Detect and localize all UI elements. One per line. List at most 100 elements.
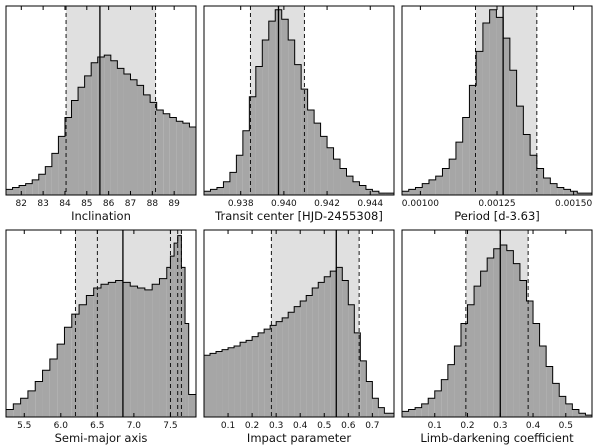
histogram-bar bbox=[123, 74, 131, 195]
histogram-bar bbox=[536, 168, 544, 195]
histogram-bar bbox=[565, 403, 573, 417]
histogram-bar bbox=[159, 278, 167, 417]
x-tick-label: 0.00150 bbox=[555, 199, 592, 209]
histogram-bar bbox=[189, 126, 196, 195]
x-tick-label: 6.5 bbox=[90, 421, 104, 431]
histogram-bar bbox=[340, 168, 347, 195]
histogram-bar bbox=[188, 394, 196, 417]
histogram-bar bbox=[181, 267, 186, 417]
histogram-bar bbox=[385, 193, 394, 195]
histogram-bar bbox=[49, 359, 58, 417]
histogram-bar bbox=[563, 189, 571, 195]
histogram-bar bbox=[137, 287, 145, 417]
histogram-bar bbox=[58, 136, 65, 195]
histogram-bar bbox=[79, 304, 87, 417]
histogram-bar bbox=[408, 409, 416, 417]
histogram-bar bbox=[223, 181, 230, 195]
histogram-bar bbox=[300, 301, 307, 417]
histogram-bar bbox=[474, 286, 481, 417]
histogram-bar bbox=[122, 282, 131, 417]
histogram-bar bbox=[352, 181, 360, 195]
histogram-bar bbox=[166, 267, 171, 417]
histogram-bar bbox=[509, 70, 517, 195]
histogram-bar bbox=[422, 183, 429, 195]
histogram-bar bbox=[421, 403, 429, 417]
histogram-bar bbox=[327, 147, 334, 195]
histogram-bar bbox=[348, 304, 355, 417]
histogram-bar bbox=[584, 193, 592, 195]
histogram-bar bbox=[174, 243, 178, 417]
histogram-bar bbox=[378, 193, 386, 195]
x-tick-label: 88 bbox=[147, 199, 159, 209]
x-tick-label: 89 bbox=[168, 199, 180, 209]
x-axis-label: Limb-darkening coefficient bbox=[420, 431, 574, 445]
histogram-bar bbox=[169, 117, 177, 195]
histogram-bar bbox=[408, 189, 416, 195]
histogram-bar bbox=[78, 87, 85, 195]
histogram-bar bbox=[210, 353, 217, 417]
x-tick-label: 0.944 bbox=[357, 199, 383, 209]
x-tick-label: 0.3 bbox=[493, 421, 507, 431]
plot-frame bbox=[203, 5, 395, 196]
histogram-bar bbox=[572, 409, 579, 417]
histogram-bar bbox=[346, 176, 353, 195]
histogram-bar bbox=[252, 336, 259, 417]
histogram-bar bbox=[6, 189, 13, 195]
histogram-bar bbox=[51, 153, 59, 195]
histogram-bar bbox=[482, 23, 490, 196]
histogram-bar bbox=[330, 271, 337, 417]
histogram-bar bbox=[318, 282, 325, 417]
histogram-bar bbox=[365, 189, 373, 195]
histogram-bar bbox=[506, 250, 514, 417]
x-tick-label: 0.4 bbox=[526, 421, 541, 431]
histogram-bar bbox=[578, 413, 586, 417]
histogram-bar bbox=[71, 100, 79, 195]
x-tick-label: 0.00100 bbox=[402, 199, 439, 209]
histogram-bar bbox=[447, 364, 455, 417]
histogram-bar bbox=[552, 383, 560, 417]
histogram-bar bbox=[246, 340, 253, 417]
x-tick-label: 0.4 bbox=[293, 421, 308, 431]
histogram-bar bbox=[64, 117, 72, 195]
histogram-bar bbox=[27, 390, 36, 417]
plot-frame bbox=[5, 229, 197, 418]
histogram-bar bbox=[57, 344, 65, 417]
histogram-bar bbox=[435, 176, 443, 195]
histogram-bar bbox=[489, 9, 497, 196]
plot-frame bbox=[203, 229, 395, 418]
histogram-bar bbox=[222, 349, 229, 417]
histogram-bar bbox=[543, 177, 551, 195]
histogram-bar bbox=[91, 62, 98, 196]
histogram-bar bbox=[530, 155, 537, 195]
histogram-bar bbox=[496, 17, 504, 196]
plot-frame bbox=[401, 229, 593, 418]
histogram-bar bbox=[262, 40, 269, 195]
histogram-bar bbox=[487, 258, 494, 417]
histogram-panel: 82 83 84 85 86 87 88 89 Inclination bbox=[5, 5, 197, 223]
histogram-bar bbox=[294, 64, 302, 195]
histogram-bar bbox=[176, 121, 183, 195]
histogram-bar bbox=[306, 295, 313, 417]
x-tick-label: 0.1 bbox=[221, 421, 235, 431]
histogram-bar bbox=[539, 345, 547, 417]
histogram-bar bbox=[6, 409, 14, 417]
x-tick-label: 82 bbox=[16, 199, 27, 209]
histogram-bar bbox=[550, 183, 558, 195]
x-axis-label: Impact parameter bbox=[247, 431, 351, 445]
x-axis-label: Semi-major axis bbox=[55, 431, 148, 445]
histogram-bar bbox=[428, 398, 435, 417]
x-axis-label: Inclination bbox=[71, 209, 131, 223]
histogram-bar bbox=[20, 398, 28, 417]
histogram-bar bbox=[38, 174, 46, 195]
histogram-bar bbox=[469, 85, 477, 195]
histogram-bar bbox=[210, 189, 217, 195]
histogram-bar bbox=[234, 345, 241, 417]
histogram-bar bbox=[378, 407, 385, 417]
histogram-bar bbox=[264, 329, 271, 417]
histogram-bar bbox=[19, 185, 26, 195]
histogram-panel: 5.5 6.0 6.5 7.0 7.5 Semi-major axis bbox=[5, 229, 197, 445]
histogram-bar bbox=[480, 271, 488, 417]
histogram-bar bbox=[324, 276, 331, 417]
